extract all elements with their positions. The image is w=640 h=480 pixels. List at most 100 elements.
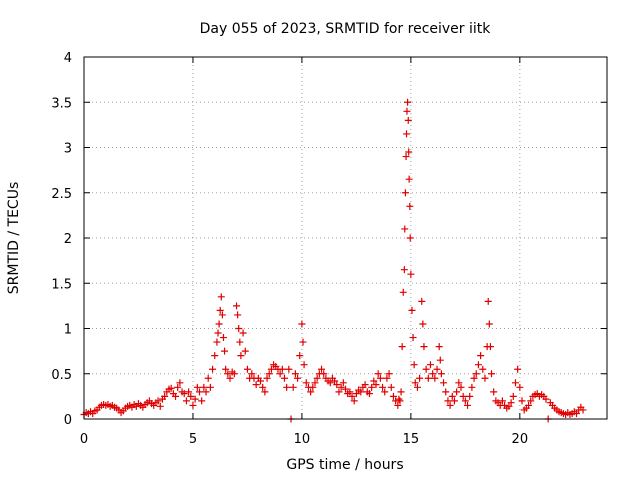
data-point bbox=[161, 392, 169, 400]
data-point bbox=[219, 334, 227, 342]
data-point bbox=[464, 401, 472, 409]
data-point bbox=[167, 384, 175, 392]
y-tick-label: 3 bbox=[64, 142, 72, 157]
data-point bbox=[429, 370, 437, 378]
data-point bbox=[387, 383, 395, 391]
data-point bbox=[182, 397, 190, 405]
data-point bbox=[172, 392, 180, 400]
data-point bbox=[216, 306, 224, 314]
data-point bbox=[486, 343, 494, 351]
data-point bbox=[401, 189, 409, 197]
data-point bbox=[398, 343, 406, 351]
data-point bbox=[217, 293, 225, 301]
x-tick-label: 15 bbox=[403, 432, 420, 447]
data-point bbox=[346, 388, 354, 396]
data-point bbox=[348, 392, 356, 400]
data-point bbox=[453, 388, 461, 396]
data-points bbox=[80, 98, 587, 423]
data-point bbox=[291, 370, 299, 378]
data-point bbox=[396, 397, 404, 405]
data-point bbox=[335, 388, 343, 396]
data-point bbox=[572, 410, 580, 418]
data-point bbox=[444, 397, 452, 405]
data-point bbox=[230, 370, 238, 378]
data-point bbox=[470, 374, 478, 382]
data-point bbox=[350, 397, 358, 405]
data-point bbox=[154, 397, 162, 405]
data-point bbox=[466, 392, 474, 400]
data-point bbox=[490, 388, 498, 396]
data-point bbox=[397, 388, 405, 396]
data-point bbox=[505, 402, 513, 410]
data-point bbox=[461, 397, 469, 405]
data-point bbox=[484, 297, 492, 305]
data-point bbox=[416, 374, 424, 382]
data-point bbox=[206, 383, 214, 391]
data-point bbox=[516, 383, 524, 391]
data-point bbox=[419, 320, 427, 328]
y-axis-label: SRMTID / TECUs bbox=[6, 182, 22, 295]
y-tick-label: 4 bbox=[64, 51, 72, 66]
data-point bbox=[406, 234, 414, 242]
data-point bbox=[174, 383, 182, 391]
data-point bbox=[455, 379, 463, 387]
data-point bbox=[436, 356, 444, 364]
data-point bbox=[472, 370, 480, 378]
data-point bbox=[294, 374, 302, 382]
data-point bbox=[459, 392, 467, 400]
data-point bbox=[437, 370, 445, 378]
data-point bbox=[525, 401, 533, 409]
data-point bbox=[233, 302, 241, 310]
data-point bbox=[337, 383, 345, 391]
data-point bbox=[511, 379, 519, 387]
data-point bbox=[485, 320, 493, 328]
data-point bbox=[236, 338, 244, 346]
data-point bbox=[468, 383, 476, 391]
data-point bbox=[509, 392, 517, 400]
data-point bbox=[318, 365, 326, 373]
y-tick-label: 0.5 bbox=[51, 368, 72, 383]
data-point bbox=[376, 374, 384, 382]
data-point bbox=[424, 374, 432, 382]
data-point bbox=[213, 338, 221, 346]
chart-title: Day 055 of 2023, SRMTID for receiver iit… bbox=[200, 21, 492, 37]
data-point bbox=[407, 270, 415, 278]
data-point bbox=[285, 365, 293, 373]
data-point bbox=[365, 390, 373, 398]
y-tick-label: 2 bbox=[64, 232, 72, 247]
data-point bbox=[226, 374, 234, 382]
data-point bbox=[498, 397, 506, 405]
data-point bbox=[342, 385, 349, 393]
axis-ticks: 0 5 10 15 20 0 0.5 1 1.5 2 2.5 3 3.5 4 bbox=[51, 51, 607, 447]
data-point bbox=[333, 381, 341, 389]
data-point bbox=[176, 379, 184, 387]
data-point bbox=[394, 401, 402, 409]
data-point bbox=[234, 311, 242, 319]
data-point bbox=[433, 365, 441, 373]
data-point bbox=[218, 311, 226, 319]
data-point bbox=[311, 379, 319, 387]
data-point bbox=[579, 406, 587, 414]
data-point bbox=[187, 392, 195, 400]
data-point bbox=[235, 325, 243, 332]
data-point bbox=[320, 370, 328, 378]
data-point bbox=[248, 370, 256, 378]
data-point bbox=[448, 392, 456, 400]
data-point bbox=[331, 377, 339, 385]
y-tick-label: 1.5 bbox=[51, 277, 72, 292]
data-point bbox=[383, 374, 391, 382]
data-point bbox=[209, 365, 217, 373]
data-point bbox=[352, 390, 360, 398]
data-point bbox=[457, 383, 465, 391]
data-point bbox=[406, 202, 414, 210]
data-point bbox=[243, 365, 251, 373]
x-tick-label: 20 bbox=[512, 432, 529, 447]
data-point bbox=[357, 388, 365, 396]
data-point bbox=[252, 381, 260, 389]
data-point bbox=[418, 297, 426, 305]
data-point bbox=[435, 343, 443, 351]
x-axis-label: GPS time / hours bbox=[286, 457, 403, 473]
data-point bbox=[215, 320, 223, 328]
data-point bbox=[507, 399, 515, 407]
data-point bbox=[204, 374, 212, 382]
